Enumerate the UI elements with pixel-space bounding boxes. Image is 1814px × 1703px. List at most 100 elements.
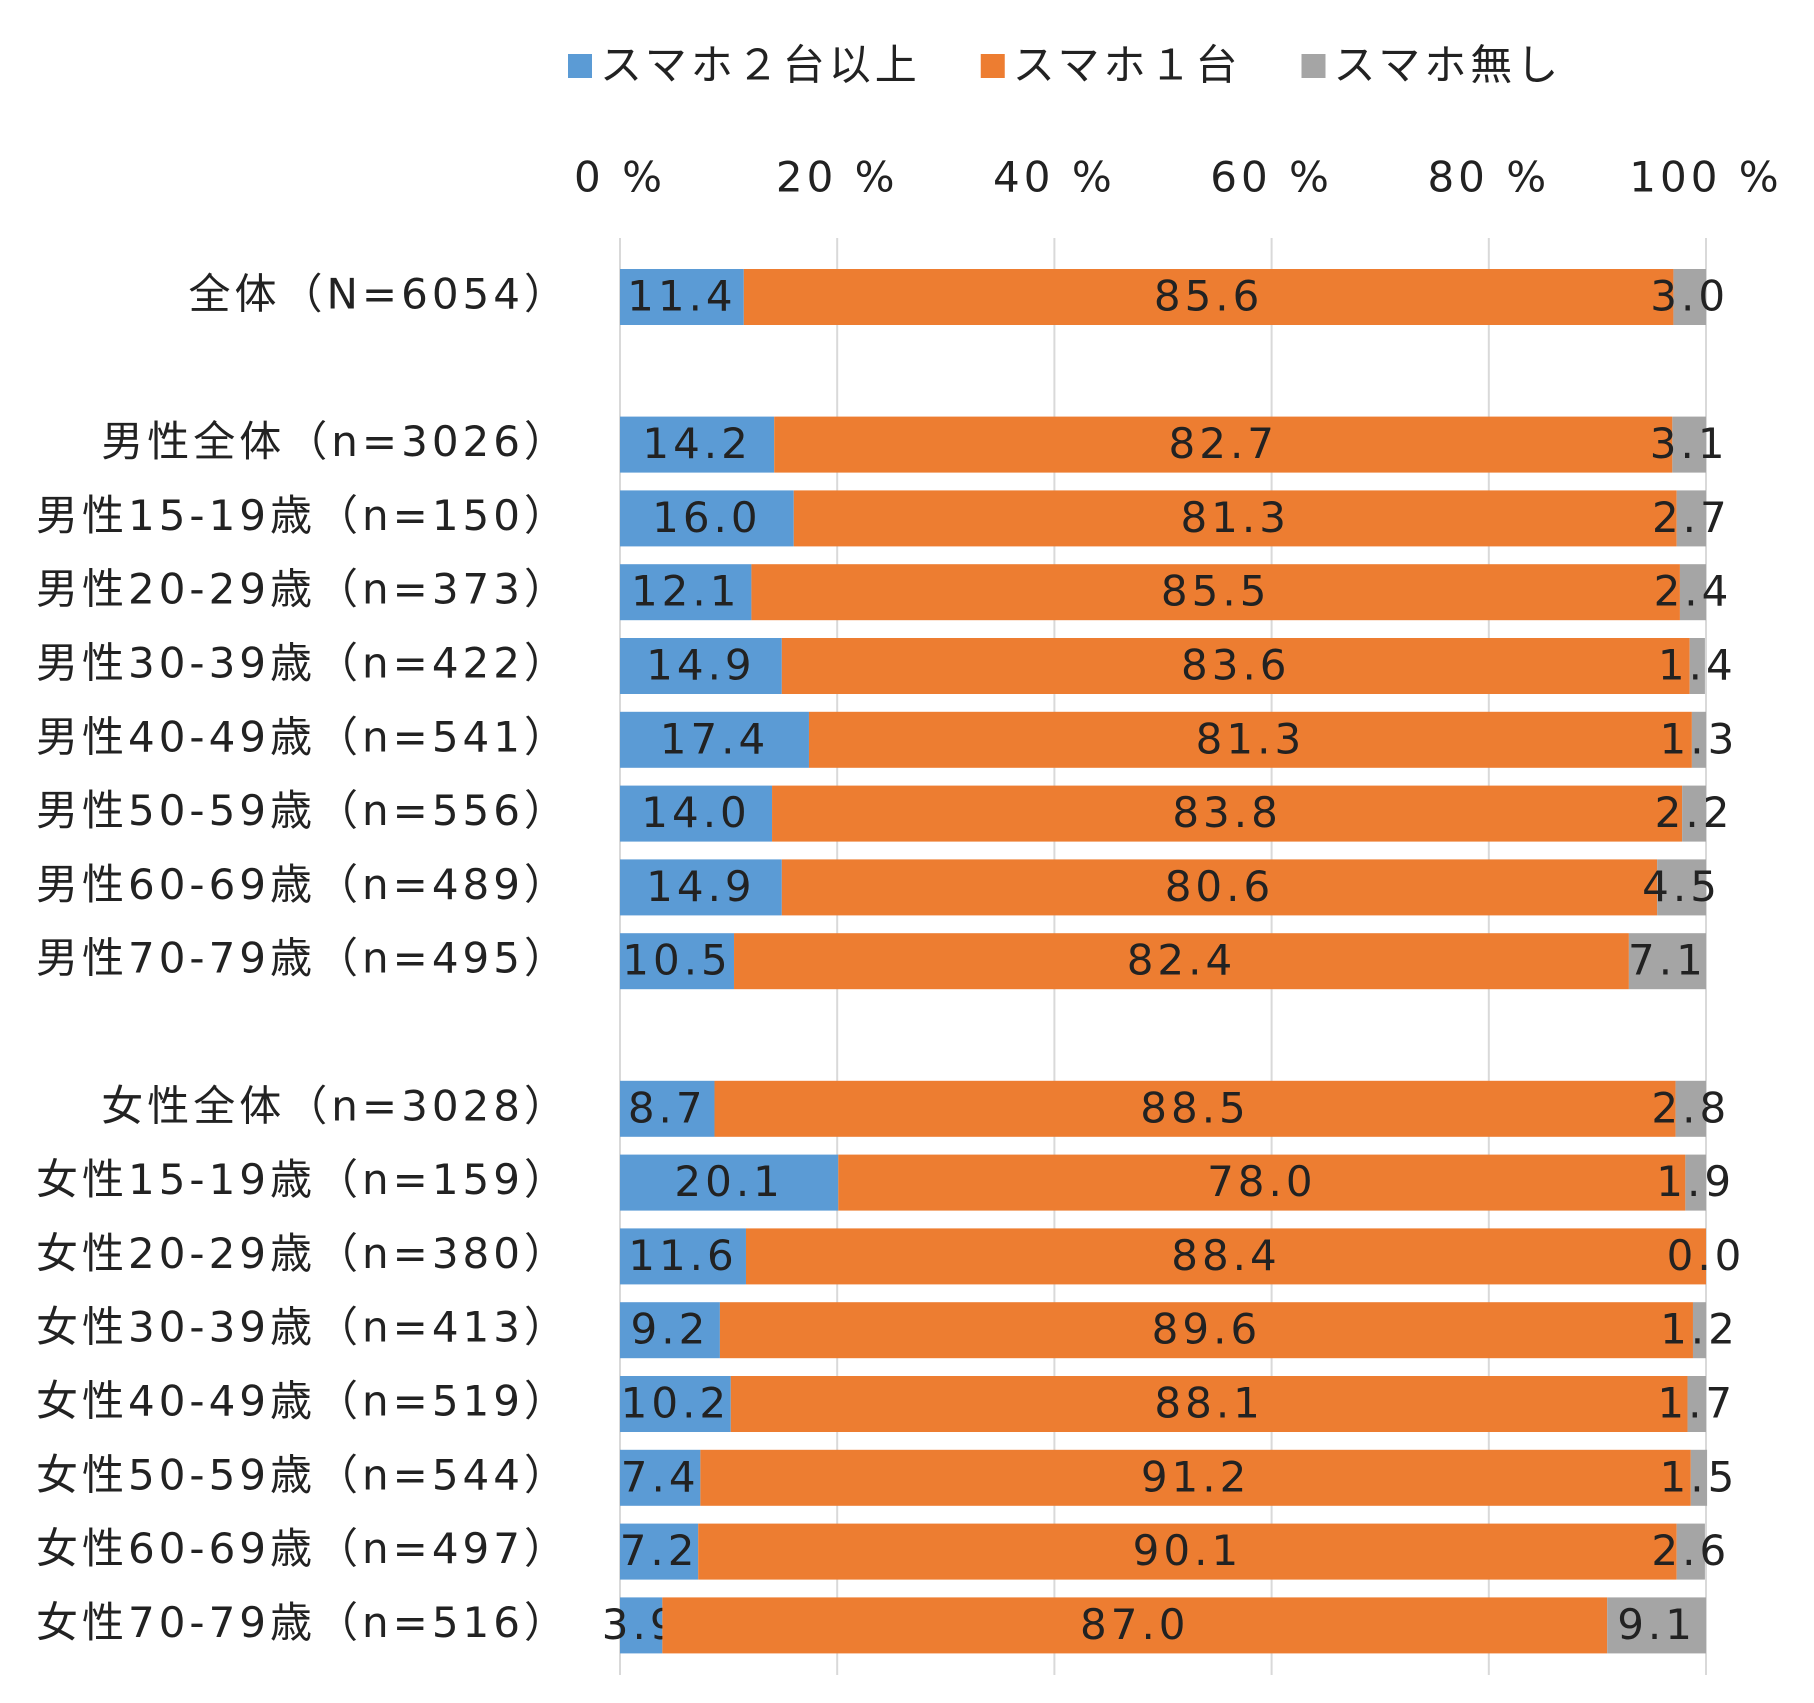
x-tick-label: 40 %	[993, 153, 1116, 202]
bar-segment	[620, 1302, 720, 1359]
legend-swatch	[1301, 54, 1326, 78]
value-label: 81.3	[1196, 714, 1306, 763]
x-tick-label: 20 %	[776, 153, 899, 202]
bar-segment	[743, 269, 1674, 325]
value-label: 0.0	[1667, 1231, 1746, 1280]
value-label: 1.9	[1656, 1157, 1735, 1206]
bar-segment	[700, 1449, 1691, 1506]
value-label: 85.6	[1154, 272, 1264, 321]
bar-segment	[745, 1228, 1706, 1285]
x-tick-label: 80 %	[1427, 153, 1550, 202]
bar-segment	[620, 1449, 701, 1506]
value-label: 83.6	[1181, 641, 1291, 690]
value-label: 14.9	[646, 862, 756, 911]
y-tick-label: 男性30-39歳（n=422）	[36, 639, 570, 688]
value-label: 91.2	[1141, 1452, 1251, 1501]
y-tick-label: 女性15-19歳（n=159）	[36, 1155, 570, 1204]
value-label: 14.2	[642, 419, 752, 468]
value-label: 88.1	[1154, 1379, 1264, 1428]
value-label: 87.0	[1080, 1600, 1190, 1649]
bar-segment	[774, 416, 1673, 473]
value-label: 14.9	[646, 641, 756, 690]
x-tick-label: 0 %	[574, 153, 666, 202]
y-tick-label: 女性50-59歳（n=544）	[36, 1450, 570, 1499]
bar-segment	[1692, 1302, 1706, 1359]
y-tick-label: 女性70-79歳（n=516）	[36, 1598, 570, 1647]
bar-segment	[772, 785, 1683, 842]
value-label: 14.0	[641, 788, 751, 837]
value-label: 3.0	[1650, 272, 1729, 321]
value-label: 85.5	[1161, 567, 1271, 616]
bar-segment	[1687, 1376, 1706, 1432]
bar-segment	[793, 490, 1677, 547]
bar-segment	[781, 638, 1690, 694]
y-tick-label: 男性50-59歳（n=556）	[36, 786, 570, 835]
value-label: 7.1	[1628, 936, 1707, 985]
value-label: 89.6	[1152, 1305, 1262, 1354]
value-label: 1.4	[1658, 641, 1737, 690]
x-tick-label: 100 %	[1629, 153, 1782, 202]
bar-segment	[620, 490, 794, 547]
legend-swatch	[980, 54, 1005, 78]
y-tick-label: 男性60-69歳（n=489）	[36, 860, 570, 909]
bar-segment	[1682, 785, 1706, 842]
value-label: 10.2	[621, 1379, 731, 1428]
y-tick-label: 男性全体（n=3026）	[101, 417, 570, 466]
value-label: 82.7	[1169, 419, 1279, 468]
bar-segment	[734, 933, 1629, 990]
legend-swatch	[568, 54, 592, 78]
value-label: 11.6	[628, 1231, 738, 1280]
y-tick-label: 女性全体（n=3028）	[101, 1081, 570, 1130]
bar-segment	[620, 269, 744, 325]
legend-label: スマホ２台以上	[600, 41, 921, 90]
bar-segment	[620, 785, 773, 842]
bar-segment	[620, 859, 782, 916]
bar-segment	[1689, 638, 1705, 694]
value-label: 20.1	[674, 1157, 784, 1206]
y-tick-label: 男性70-79歳（n=495）	[36, 934, 570, 983]
value-label: 2.7	[1652, 493, 1731, 542]
value-label: 17.4	[660, 714, 770, 763]
bar-segment	[808, 711, 1692, 768]
bar-segment	[1672, 416, 1706, 473]
bar-segment	[1676, 1523, 1705, 1580]
bar-segment	[620, 1376, 731, 1432]
bar-segment	[620, 1597, 663, 1654]
value-label: 81.3	[1180, 493, 1290, 542]
bar-segment	[719, 1302, 1693, 1359]
value-label: 16.0	[652, 493, 762, 542]
bar-segment	[620, 1080, 715, 1137]
value-label: 3.1	[1650, 419, 1729, 468]
bar-segment	[1679, 564, 1706, 621]
bar-segment	[714, 1080, 1676, 1137]
y-tick-label: 女性60-69歳（n=497）	[36, 1524, 570, 1573]
y-tick-label: 男性20-29歳（n=373）	[36, 565, 570, 614]
value-label: 88.5	[1140, 1083, 1250, 1132]
y-tick-label: 女性40-49歳（n=519）	[36, 1377, 570, 1426]
y-tick-label: 女性30-39歳（n=413）	[36, 1303, 570, 1352]
bar-segment	[620, 564, 752, 621]
value-label: 7.2	[620, 1526, 699, 1575]
value-label: 10.5	[622, 936, 732, 985]
bar-segment	[1607, 1597, 1706, 1654]
bar-segment	[1675, 1080, 1706, 1137]
value-label: 7.4	[621, 1452, 700, 1501]
value-label: 12.1	[631, 567, 741, 616]
value-label: 80.6	[1165, 862, 1275, 911]
bar-segment	[662, 1597, 1608, 1654]
value-label: 78.0	[1207, 1157, 1317, 1206]
value-label: 9.1	[1617, 1600, 1696, 1649]
value-label: 4.5	[1642, 862, 1721, 911]
bar-segment	[1685, 1154, 1706, 1211]
bar-segment	[730, 1376, 1688, 1432]
bar-segment	[751, 564, 1680, 621]
value-label: 8.7	[628, 1083, 707, 1132]
value-label: 1.3	[1660, 714, 1739, 763]
value-label: 2.8	[1651, 1083, 1730, 1132]
value-label: 1.5	[1660, 1452, 1739, 1501]
value-label: 2.4	[1654, 567, 1733, 616]
bar-segment	[1657, 859, 1706, 916]
value-label: 88.4	[1171, 1231, 1281, 1280]
bar-segment	[620, 1523, 699, 1580]
